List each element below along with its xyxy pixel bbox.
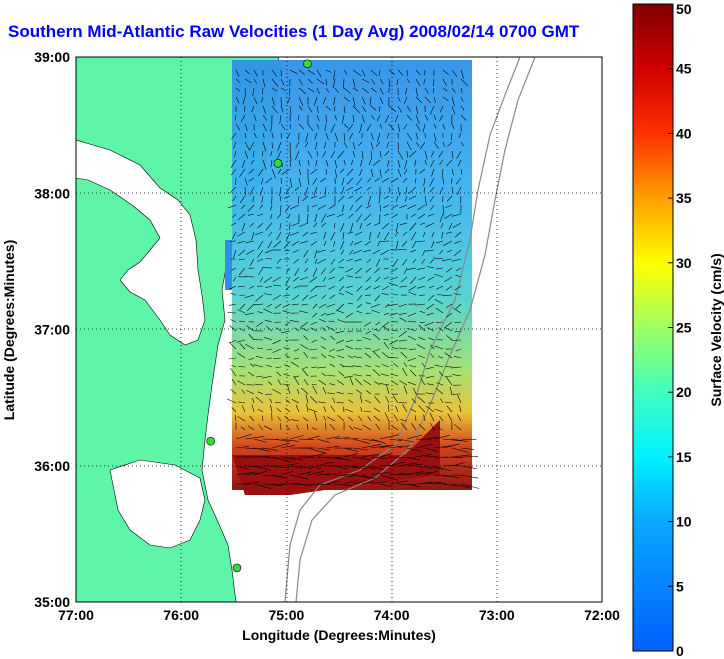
grid-lines xyxy=(76,57,602,602)
station-marker xyxy=(303,59,312,69)
velocity-field-extension xyxy=(225,240,232,290)
x-tick-label: 77:00 xyxy=(58,607,94,623)
deep-contour xyxy=(295,57,536,602)
chart-title: Southern Mid-Atlantic Raw Velocities (1 … xyxy=(8,22,580,41)
plot-frame xyxy=(75,56,603,603)
station-marker xyxy=(232,563,242,573)
x-tick-label: 75:00 xyxy=(268,607,304,623)
chesapeake-bay xyxy=(76,139,206,346)
stations xyxy=(206,59,312,573)
x-tick-label: 76:00 xyxy=(163,607,199,623)
x-tick-label: 73:00 xyxy=(479,607,515,623)
x-tick-labels: 77:00 76:00 75:00 74:00 73:00 72:00 xyxy=(58,607,620,623)
y-axis-title: Latitude (Degrees:Minutes) xyxy=(1,240,17,420)
x-tick-label: 74:00 xyxy=(374,607,410,623)
y-tick-label: 37:00 xyxy=(34,322,70,338)
station-marker xyxy=(273,158,283,168)
y-tick-label: 35:00 xyxy=(34,594,70,610)
shelf-break-contour xyxy=(284,57,521,602)
station-marker xyxy=(206,436,215,446)
y-tick-labels: 39:00 38:00 37:00 36:00 35:00 xyxy=(34,49,70,610)
vector-layer xyxy=(227,69,480,489)
x-tick-label: 72:00 xyxy=(584,607,620,623)
x-axis-title: Longitude (Degrees:Minutes) xyxy=(242,627,436,643)
y-tick-label: 38:00 xyxy=(34,185,70,201)
y-tick-label: 36:00 xyxy=(34,458,70,474)
y-tick-label: 39:00 xyxy=(34,49,70,65)
